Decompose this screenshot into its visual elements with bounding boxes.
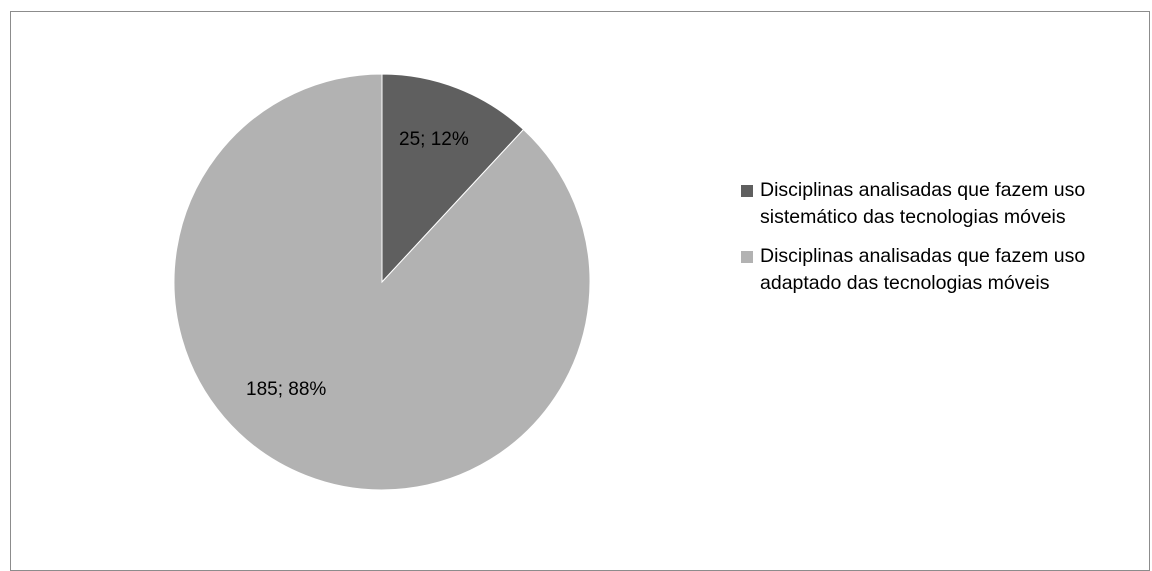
legend-swatch-adapted [741,251,753,263]
slice-label-systematic: 25; 12% [399,129,469,150]
pie-data-labels: 25; 12% 185; 88% [246,129,469,400]
legend: Disciplinas analisadas que fazem uso sis… [741,177,1141,309]
slice-label-adapted: 185; 88% [246,379,326,400]
legend-item-systematic: Disciplinas analisadas que fazem uso sis… [741,177,1141,231]
pie-slice-adapted [173,73,591,491]
legend-swatch-systematic [741,185,753,197]
pie-chart: 25; 12% 185; 88% [173,73,591,491]
pie-slices [173,73,591,491]
pie-slice-systematic [381,73,525,284]
legend-label-systematic: Disciplinas analisadas que fazem uso sis… [760,179,1086,228]
legend-item-adapted: Disciplinas analisadas que fazem uso ada… [741,243,1141,297]
legend-label-adapted: Disciplinas analisadas que fazem uso ada… [760,245,1086,294]
